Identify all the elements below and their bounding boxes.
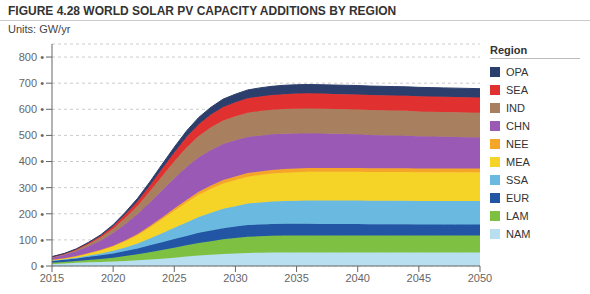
- svg-text:2035: 2035: [284, 272, 308, 284]
- svg-text:800 •: 800 •: [19, 51, 44, 63]
- html-text:OPA: OPA: [506, 66, 529, 78]
- html-text:NEE: NEE: [506, 138, 529, 150]
- html-text:IND: IND: [506, 102, 525, 114]
- html-text:SSA: SSA: [506, 174, 528, 186]
- html-text:MEA: MEA: [506, 156, 530, 168]
- html-text:SEA: SEA: [506, 84, 528, 96]
- svg-text:2040: 2040: [345, 272, 369, 284]
- svg-text:2020: 2020: [101, 272, 125, 284]
- svg-text:600 •: 600 •: [19, 103, 44, 115]
- html-text:Region: Region: [490, 44, 528, 56]
- svg-text:500 •: 500 •: [19, 129, 44, 141]
- html-text:FIGURE 4.28 WORLD SOLAR PV CAP: FIGURE 4.28 WORLD SOLAR PV CAPACITY ADDI…: [8, 4, 397, 18]
- svg-text:2045: 2045: [407, 272, 431, 284]
- svg-text:2050: 2050: [468, 272, 492, 284]
- svg-text:2015: 2015: [40, 272, 64, 284]
- html-text:NAM: NAM: [506, 228, 531, 240]
- html-text:Units: GW/yr: Units: GW/yr: [8, 23, 71, 35]
- svg-text:300 •: 300 •: [19, 182, 44, 194]
- html-text:LAM: LAM: [506, 210, 529, 222]
- svg-text:0 •: 0 •: [31, 260, 44, 272]
- svg-text:2030: 2030: [223, 272, 247, 284]
- svg-text:400 •: 400 •: [19, 155, 44, 167]
- svg-text:700 •: 700 •: [19, 77, 44, 89]
- svg-text:200 •: 200 •: [19, 208, 44, 220]
- svg-text:100 •: 100 •: [19, 234, 44, 246]
- html-text:EUR: EUR: [506, 192, 530, 204]
- svg-text:2025: 2025: [162, 272, 186, 284]
- html-text:CHN: CHN: [506, 120, 530, 132]
